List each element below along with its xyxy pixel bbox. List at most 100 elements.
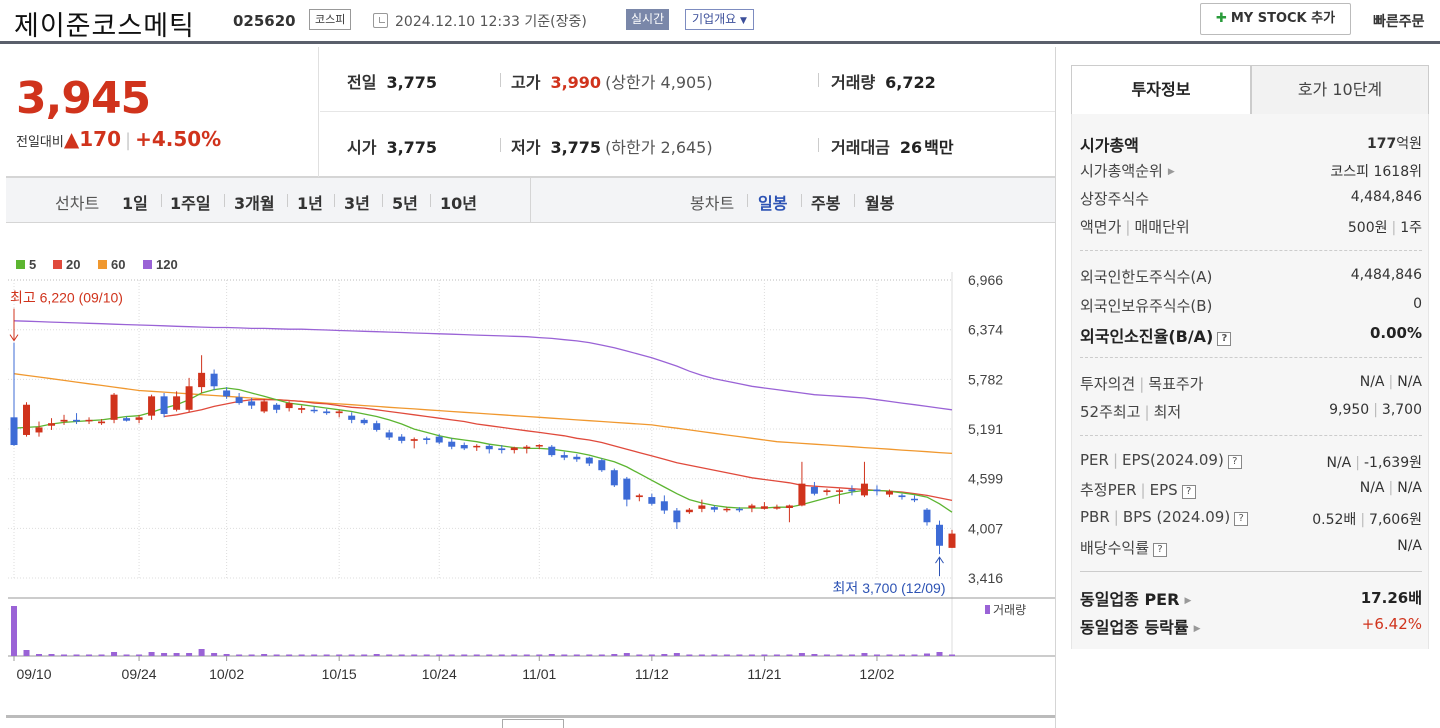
open-value: 3,775 [386,138,438,157]
period-3m[interactable]: 3개월 [234,194,275,213]
change-value: 170 [79,127,121,151]
candle [798,461,806,507]
per-eps-value: N/A | -1,639원 [1326,452,1422,472]
x-tick-label: 09/24 [122,666,157,682]
candle-body [773,507,781,509]
candle-body [110,394,118,420]
volume-bar [773,654,780,656]
candle-body [548,446,556,456]
candle [860,461,868,498]
eps-value: -1,639원 [1363,455,1422,471]
volume-bar [836,654,843,656]
help-icon[interactable]: ? [1217,332,1232,346]
divider [430,194,431,207]
help-icon[interactable]: ? [1181,485,1196,499]
candle-body [98,421,106,424]
candle-daily[interactable]: 일봉 [758,194,788,213]
pbr-bps-row: PBR | BPS (2024.09)? 0.52배 | 7,606원 [1080,508,1422,530]
candle [110,392,118,424]
period-10y[interactable]: 10년 [440,194,477,213]
industry-change-label[interactable]: 동일업종 등락률 ▶ [1080,614,1201,638]
investment-info: 시가총액 177억원 시가총액순위 ▶ 코스피 1618위 상장주식수 4,484… [1071,114,1429,649]
chart-scroll-handle[interactable] [502,719,564,728]
volume-bar [298,654,305,656]
listed-shares-row: 상장주식수 4,484,846 [1080,188,1422,210]
w52-high-label: 52주최고 [1080,403,1141,421]
add-mystock-button[interactable]: ✚ MY STOCK 추가 [1200,3,1351,35]
volume-bar [949,654,955,656]
volume-bar [573,654,580,656]
candle [223,387,231,399]
divider [224,194,225,207]
x-tick-label: 10/02 [209,666,244,682]
period-1y[interactable]: 1년 [297,194,323,213]
company-overview-label: 기업개요 [692,12,737,26]
volume-bar [886,654,893,656]
x-tick-label: 11/12 [635,666,669,682]
period-5y[interactable]: 5년 [392,194,418,213]
candle [398,434,406,444]
volume-bar [511,654,518,656]
tab-investment-info[interactable]: 투자정보 [1071,65,1251,115]
row-divider [320,111,1055,112]
candle [423,436,431,445]
market-cap-rank-label[interactable]: 시가총액순위 ▶ [1080,160,1175,181]
volume-bar [11,606,17,656]
high-price: 고가 3,990 (상한가 4,905) [511,69,713,93]
dividend-value: N/A [1397,538,1422,554]
help-icon[interactable]: ? [1153,543,1168,557]
candle-weekly[interactable]: 주봉 [811,194,841,213]
foreign-hold-row: 외국인보유주식수(B) 0 [1080,295,1422,317]
industry-per-label[interactable]: 동일업종 PER ▶ [1080,586,1191,610]
divider [382,194,383,207]
trade-unit-value: 1주 [1400,220,1422,236]
period-3y[interactable]: 3년 [344,194,370,213]
divider: | [1373,402,1378,418]
ma20-line [164,399,953,502]
realtime-button[interactable]: 실시간 [626,9,670,30]
volume-bar [611,654,618,656]
candle [310,406,318,414]
volume-bar [411,654,418,656]
candle-body [835,490,843,492]
chart-period-bar: 선차트 1일 1주일 3개월 1년 3년 5년 10년 봉차트 일봉 주봉 월봉 [6,177,1055,223]
eps-label: EPS(2024.09) [1122,451,1224,469]
up-triangle-icon: ▲ [63,127,80,151]
x-tick-label: 11/21 [747,666,781,682]
candle [823,488,831,496]
company-overview-button[interactable]: 기업개요 ▼ [685,9,754,30]
candle [948,529,956,548]
help-icon[interactable]: ? [1234,512,1249,526]
divider: | [1125,218,1131,236]
period-1d[interactable]: 1일 [122,194,148,213]
market-cap-number: 177 [1367,136,1397,152]
volume-bar [823,654,830,656]
dividend-text: 배당수익률 [1080,539,1150,557]
tab-order-book[interactable]: 호가 10단계 [1251,65,1429,115]
candle-body [335,411,343,414]
candle-body [310,409,318,412]
volume-bar [486,654,493,656]
volume-bar [473,654,480,656]
candle-body [798,483,806,506]
candle-monthly[interactable]: 월봉 [865,194,895,213]
candle-body [73,419,81,422]
help-icon[interactable]: ? [1227,455,1242,469]
volume-bar [61,654,68,656]
y-tick-label: 5,191 [968,421,1003,437]
period-1w[interactable]: 1주일 [170,194,211,213]
candle-body [648,497,656,504]
legend-swatch [143,260,152,269]
candle-body [60,419,68,422]
candle-body [635,495,643,498]
chart-scroll-track[interactable] [6,715,1055,718]
candle-body [735,508,743,511]
volume-bar [361,654,368,656]
price-chart[interactable]: 5 20 60 120 6,966 6,374 5,782 5,191 4,599 4,007 3… [0,224,1055,719]
volume-bar [286,654,293,656]
candle-body [160,396,168,414]
candle-body [935,524,943,546]
y-tick-label: 4,007 [968,520,1003,536]
quick-order-link[interactable]: 빠른주문 [1373,14,1425,30]
foreign-limit-label: 외국인한도주식수(A) [1080,268,1213,286]
